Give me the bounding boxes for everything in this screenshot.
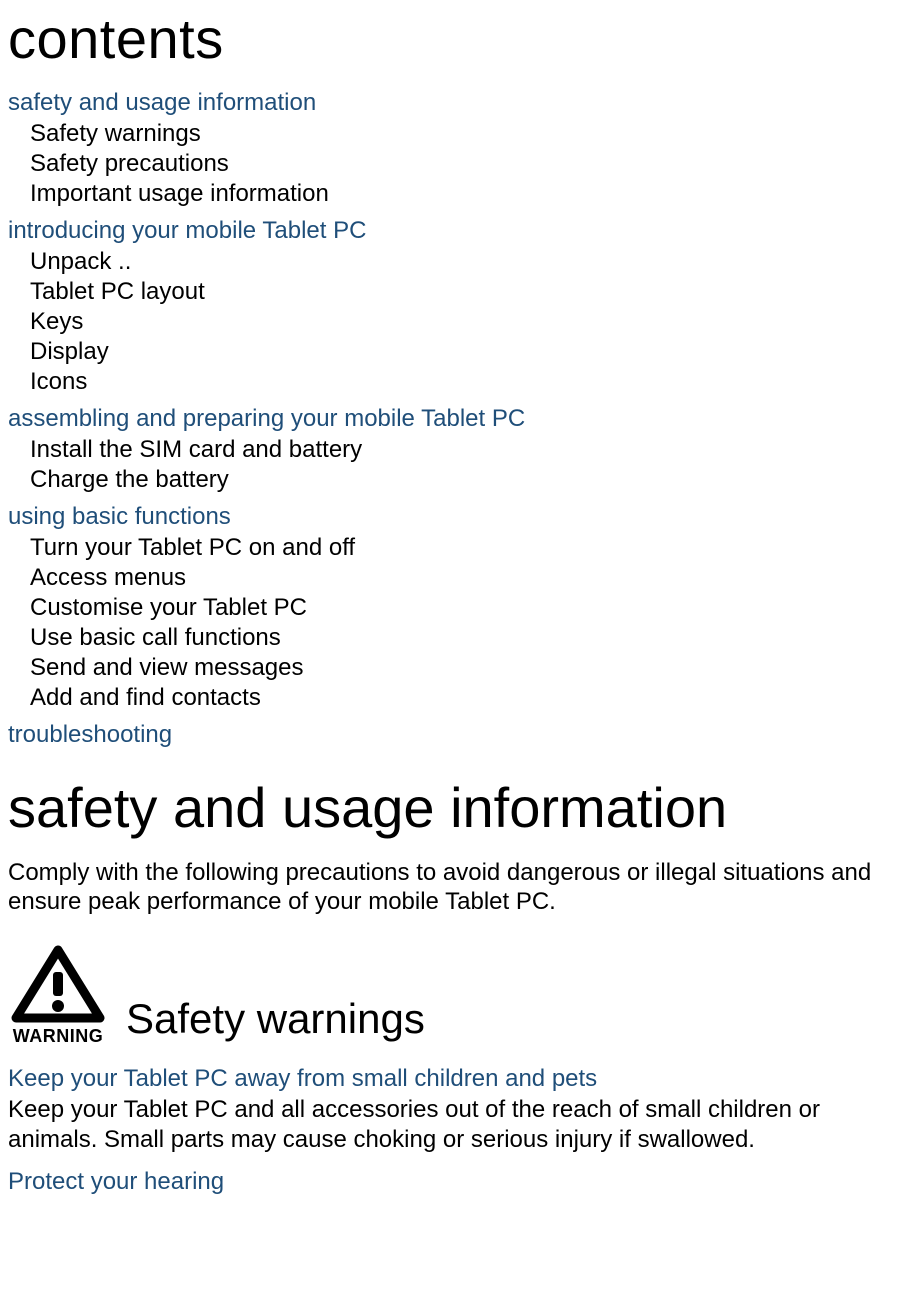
- toc-section-assembling[interactable]: assembling and preparing your mobile Tab…: [8, 405, 889, 433]
- subsection-protect-hearing: Protect your hearing: [8, 1168, 889, 1196]
- toc-items-assembling: Install the SIM card and battery Charge …: [30, 435, 889, 495]
- toc-item[interactable]: Display: [30, 337, 889, 367]
- toc-item[interactable]: Use basic call functions: [30, 623, 889, 653]
- toc-items-introducing: Unpack .. Tablet PC layout Keys Display …: [30, 247, 889, 397]
- toc-item[interactable]: Keys: [30, 307, 889, 337]
- warning-triangle-icon: [10, 944, 106, 1024]
- toc-item[interactable]: Turn your Tablet PC on and off: [30, 533, 889, 563]
- toc-items-safety: Safety warnings Safety precautions Impor…: [30, 119, 889, 209]
- toc-item[interactable]: Safety warnings: [30, 119, 889, 149]
- toc-items-basic: Turn your Tablet PC on and off Access me…: [30, 533, 889, 713]
- toc-item[interactable]: Tablet PC layout: [30, 277, 889, 307]
- subsection-keep-away: Keep your Tablet PC away from small chil…: [8, 1065, 889, 1093]
- toc-section-introducing[interactable]: introducing your mobile Tablet PC: [8, 217, 889, 245]
- section-intro: Comply with the following precautions to…: [8, 858, 889, 917]
- toc-item[interactable]: Send and view messages: [30, 653, 889, 683]
- toc-item[interactable]: Add and find contacts: [30, 683, 889, 713]
- toc-section-troubleshooting[interactable]: troubleshooting: [8, 721, 889, 749]
- warning-icon-block: WARNING: [8, 944, 108, 1047]
- subsection-keep-away-body: Keep your Tablet PC and all accessories …: [8, 1095, 889, 1154]
- toc-section-safety[interactable]: safety and usage information: [8, 89, 889, 117]
- contents-title: contents: [8, 6, 889, 71]
- toc-item[interactable]: Customise your Tablet PC: [30, 593, 889, 623]
- warning-label: WARNING: [13, 1026, 104, 1047]
- toc-item[interactable]: Icons: [30, 367, 889, 397]
- toc-item[interactable]: Important usage information: [30, 179, 889, 209]
- toc-item[interactable]: Access menus: [30, 563, 889, 593]
- toc-item[interactable]: Install the SIM card and battery: [30, 435, 889, 465]
- section-title-safety-usage: safety and usage information: [8, 777, 889, 840]
- toc-item[interactable]: Safety precautions: [30, 149, 889, 179]
- warning-row: WARNING Safety warnings: [8, 944, 889, 1047]
- safety-warnings-heading: Safety warnings: [126, 995, 425, 1047]
- toc-item[interactable]: Unpack ..: [30, 247, 889, 277]
- toc-item[interactable]: Charge the battery: [30, 465, 889, 495]
- toc-section-basic[interactable]: using basic functions: [8, 503, 889, 531]
